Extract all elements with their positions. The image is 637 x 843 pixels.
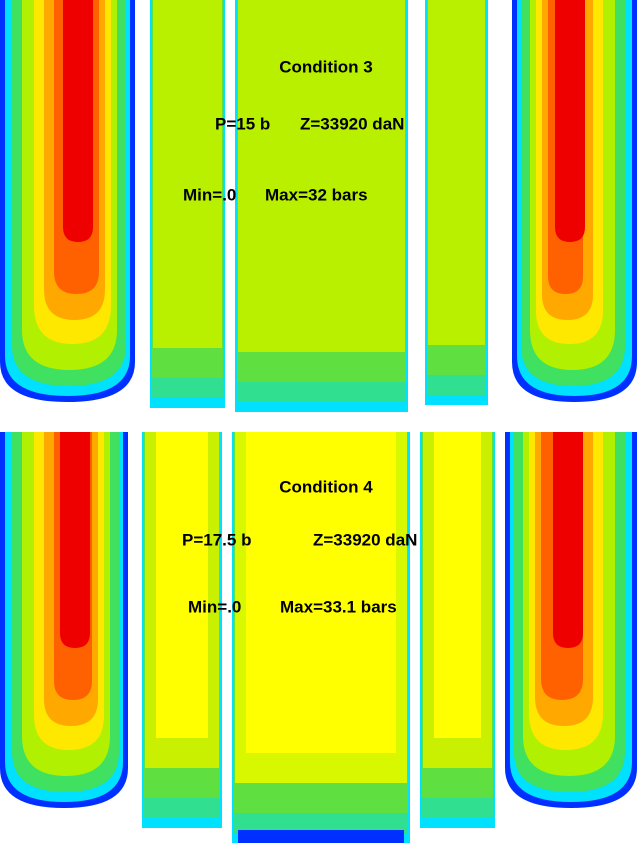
load-label: Z=33920 daN (313, 530, 417, 549)
contour-band (156, 432, 208, 738)
rib-edge (220, 432, 222, 818)
rib-edge (232, 432, 234, 833)
rib-edge (425, 0, 427, 395)
max-label: Max=33.1 bars (280, 597, 397, 616)
min-label: Min=.0 (183, 185, 236, 204)
rib-edge (150, 0, 152, 398)
rib-edge (493, 432, 495, 818)
labels: Condition 3 P=15 b Z=33920 daN Min=.0 Ma… (182, 57, 417, 616)
contour-band (238, 830, 404, 843)
load-label: Z=33920 daN (300, 114, 404, 133)
pressure-label: P=15 b (215, 114, 270, 133)
rib-edge (223, 0, 225, 398)
contour-band (63, 0, 93, 242)
contour-band (60, 432, 90, 648)
contour-band (238, 0, 405, 352)
panel-title: Condition 3 (279, 57, 372, 76)
contour-band (555, 0, 585, 242)
rib-edge (406, 0, 408, 402)
pressure-label: P=17.5 b (182, 530, 251, 549)
rib-edge (408, 432, 410, 833)
contour-band (553, 432, 583, 648)
rib-edge (142, 432, 144, 818)
panel-title: Condition 4 (279, 477, 373, 496)
contour-band (246, 432, 396, 753)
max-label: Max=32 bars (265, 185, 368, 204)
contour-band (153, 0, 222, 348)
rib-edge (420, 432, 422, 818)
contour-band (434, 432, 481, 738)
min-label: Min=.0 (188, 597, 241, 616)
contour-band (428, 0, 485, 345)
rib-edge (486, 0, 488, 395)
rib-edge (235, 0, 237, 402)
